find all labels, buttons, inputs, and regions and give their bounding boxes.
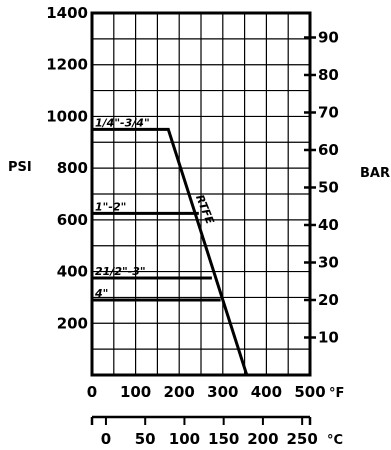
bar-axis: 10 20 30 40 50 60 70 80 90 [304, 28, 339, 346]
celsius-tick-label: 150 [208, 430, 239, 448]
psi-tick-label: 800 [57, 159, 88, 177]
bar-tick-label: 80 [318, 66, 339, 84]
x-unit-fahrenheit: °F [329, 386, 344, 401]
bar-tick-label: 20 [318, 291, 339, 309]
bar-tick-label: 30 [318, 253, 339, 271]
fahrenheit-tick-label: 200 [164, 383, 195, 401]
fahrenheit-tick-label: 400 [251, 383, 282, 401]
series-label: 1"-2" [95, 200, 126, 213]
bar-tick-label: 40 [318, 216, 339, 234]
psi-tick-label: 600 [57, 211, 88, 229]
celsius-tick-label: 250 [286, 430, 317, 448]
fahrenheit-tick-label: 0 [87, 383, 97, 401]
series-label: 21/2"-3" [95, 265, 146, 278]
bar-tick-label: 10 [318, 328, 339, 346]
fahrenheit-axis: 0 100 200 300 400 500 [87, 383, 326, 401]
series-label: 4" [94, 287, 108, 300]
series-layer: 1/4"-3/4" 1"-2" 21/2"-3" 4" [92, 116, 249, 376]
psi-tick-label: 200 [57, 314, 88, 332]
x-unit-celsius: °C [327, 433, 343, 448]
psi-tick-label: 1400 [46, 4, 88, 22]
celsius-tick-label: 0 [101, 430, 111, 448]
y-axis-label-psi: PSI [8, 160, 32, 175]
psi-tick-label: 400 [57, 263, 88, 281]
fahrenheit-tick-label: 500 [294, 383, 325, 401]
celsius-tick-label: 50 [135, 430, 156, 448]
bar-tick-label: 50 [318, 178, 339, 196]
psi-axis: 200 400 600 800 1000 1200 1400 [46, 4, 88, 332]
celsius-tick-label: 200 [247, 430, 278, 448]
bar-tick-label: 60 [318, 141, 339, 159]
fahrenheit-tick-label: 300 [207, 383, 238, 401]
series-line [92, 127, 249, 376]
psi-tick-label: 1000 [46, 107, 88, 125]
celsius-axis: 0 50 100 150 200 250 [90, 415, 318, 448]
psi-tick-label: 1200 [46, 56, 88, 74]
fahrenheit-tick-label: 100 [120, 383, 151, 401]
y-axis-label-bar: BAR [360, 166, 390, 181]
bar-tick-label: 70 [318, 103, 339, 121]
series-label: 1/4"-3/4" [95, 116, 150, 129]
bar-tick-label: 90 [318, 28, 339, 46]
plot-frame [90, 11, 312, 377]
celsius-tick-label: 100 [169, 430, 200, 448]
